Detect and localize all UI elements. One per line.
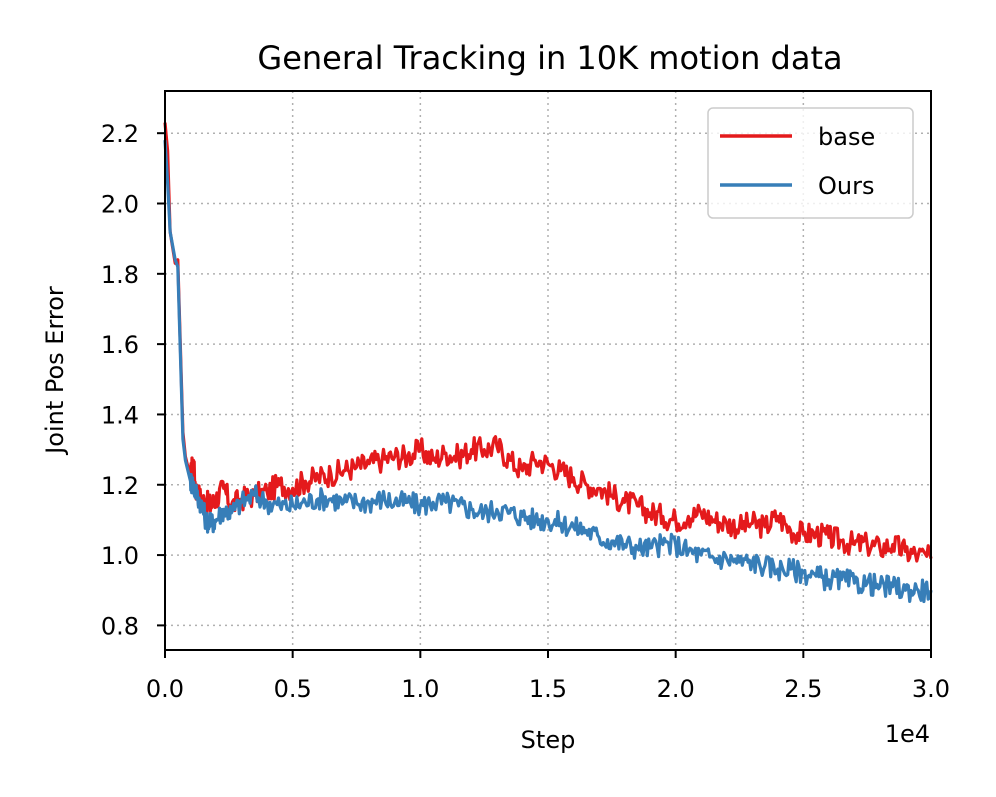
- x-tick-label-2: 1.0: [401, 675, 439, 703]
- y-tick-label-4: 1.6: [101, 331, 139, 359]
- y-axis-label: Joint Pos Error: [41, 286, 69, 456]
- x-tick-label-6: 3.0: [912, 675, 950, 703]
- x-tick-label-4: 2.0: [657, 675, 695, 703]
- y-tick-label-1: 1.0: [101, 542, 139, 570]
- y-tick-label-3: 1.4: [101, 401, 139, 429]
- x-axis-label: Step: [521, 726, 576, 754]
- legend-box: [707, 107, 914, 219]
- legend-label-ours: Ours: [818, 172, 874, 200]
- grid-layer: [164, 91, 932, 650]
- y-tick-label-6: 2.0: [101, 191, 139, 219]
- legend-label-base: base: [818, 123, 875, 151]
- y-tick-label-0: 0.8: [101, 612, 139, 640]
- lines-layer: [163, 122, 933, 604]
- x-tick-label-5: 2.5: [784, 675, 822, 703]
- x-tick-label-1: 0.5: [274, 675, 312, 703]
- series-line-base: [163, 122, 933, 563]
- x-tick-label-0: 0.0: [146, 675, 184, 703]
- ticks-layer: 0.0 0.5 1.0 1.5 2.0 2.5 3.0 0.8 1.0 1.2 1.4 1.6 1.8 2…: [101, 120, 950, 703]
- y-tick-label-7: 2.2: [101, 120, 139, 148]
- x-axis-offset-label: 1e4: [885, 720, 930, 748]
- legend: base Ours: [707, 107, 914, 219]
- chart-title: General Tracking in 10K motion data: [257, 39, 842, 77]
- x-tick-label-3: 1.5: [529, 675, 567, 703]
- y-tick-label-2: 1.2: [101, 472, 139, 500]
- y-tick-label-5: 1.8: [101, 261, 139, 289]
- series-line-ours: [163, 140, 933, 604]
